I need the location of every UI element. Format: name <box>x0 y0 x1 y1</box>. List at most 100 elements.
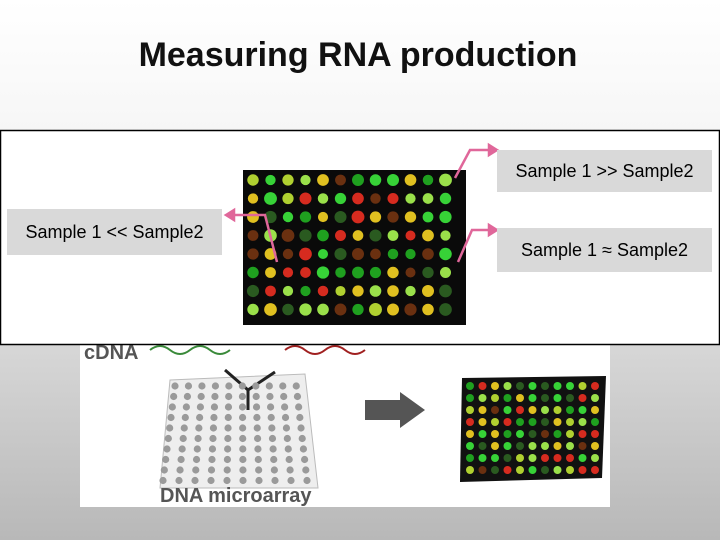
probe <box>170 392 178 401</box>
result-spot <box>578 394 587 402</box>
result-spot <box>566 406 574 414</box>
result-spot <box>566 454 574 462</box>
result-spot <box>466 418 474 426</box>
spot <box>439 284 452 298</box>
spot <box>422 303 434 316</box>
probe <box>239 445 247 453</box>
probe <box>287 476 295 485</box>
result-spot <box>466 394 474 402</box>
spot <box>404 211 417 223</box>
spot <box>247 248 259 260</box>
result-spot <box>553 430 562 438</box>
spot <box>282 267 294 278</box>
result-spot <box>491 430 499 438</box>
result-spot <box>578 466 587 474</box>
spot <box>246 284 260 298</box>
probe <box>271 476 279 485</box>
spot <box>404 303 417 316</box>
result-spot <box>553 406 562 414</box>
spot <box>422 174 434 186</box>
probe <box>223 455 232 464</box>
probe <box>196 413 204 422</box>
probe <box>292 382 300 390</box>
probe <box>239 476 247 485</box>
probe <box>299 445 308 453</box>
spot <box>387 285 399 297</box>
result-spot <box>566 418 574 426</box>
probe <box>254 455 262 464</box>
probe <box>301 455 309 464</box>
spot <box>282 303 294 316</box>
result-spot <box>503 382 512 390</box>
spot <box>264 303 277 316</box>
probe <box>192 455 201 464</box>
spot <box>439 192 452 205</box>
result-spot <box>578 382 587 390</box>
callout: Sample 1 ≈ Sample2 <box>497 228 712 272</box>
probe <box>223 466 231 474</box>
spot <box>439 303 452 316</box>
probe <box>224 424 232 432</box>
probe <box>297 424 305 432</box>
spot <box>352 303 364 316</box>
probe <box>162 455 170 464</box>
spot <box>335 285 346 297</box>
probe <box>210 413 218 422</box>
result-spot <box>478 430 487 438</box>
probe <box>210 403 219 411</box>
spot <box>282 248 294 260</box>
probe <box>280 392 288 401</box>
probe <box>269 445 277 453</box>
spot <box>282 285 294 297</box>
spot <box>369 211 382 223</box>
spot <box>422 229 434 242</box>
probe <box>223 476 231 485</box>
probe <box>253 434 262 443</box>
probe <box>239 434 247 443</box>
probe <box>252 403 261 411</box>
result-spot <box>466 406 474 414</box>
result-spot <box>528 394 537 402</box>
result-spot <box>478 394 487 402</box>
probe <box>209 424 218 432</box>
spot <box>247 230 259 241</box>
spot <box>351 210 365 224</box>
probe <box>268 434 277 443</box>
probe <box>211 382 220 390</box>
microarray-image <box>243 170 466 325</box>
result-spot <box>528 454 537 462</box>
result-spot <box>541 466 549 474</box>
probe <box>239 466 247 474</box>
result-spot <box>466 466 474 474</box>
spot <box>281 229 295 242</box>
spot <box>370 248 381 260</box>
result-spot <box>478 418 487 426</box>
result-spot <box>478 382 487 390</box>
result-spot <box>478 454 487 462</box>
probe <box>177 455 185 464</box>
spot <box>422 285 434 297</box>
result-spot <box>541 418 549 426</box>
probe <box>183 392 192 401</box>
result-spot <box>591 418 599 426</box>
probe <box>194 434 202 443</box>
result-spot <box>516 442 524 450</box>
result-spot <box>566 382 574 390</box>
spot <box>387 192 399 205</box>
probe <box>295 403 303 411</box>
probe <box>181 413 189 422</box>
result-spot <box>591 454 599 462</box>
result-spot <box>528 442 537 450</box>
spot <box>334 192 347 205</box>
spot <box>247 211 259 223</box>
spot <box>282 192 294 205</box>
result-spot <box>591 406 599 414</box>
probe <box>195 424 203 432</box>
spot <box>317 285 329 297</box>
probe <box>283 434 291 443</box>
probe <box>163 445 171 453</box>
result-spot <box>528 418 537 426</box>
arrowhead <box>487 142 500 158</box>
result-spot <box>541 430 549 438</box>
probe <box>180 424 188 432</box>
